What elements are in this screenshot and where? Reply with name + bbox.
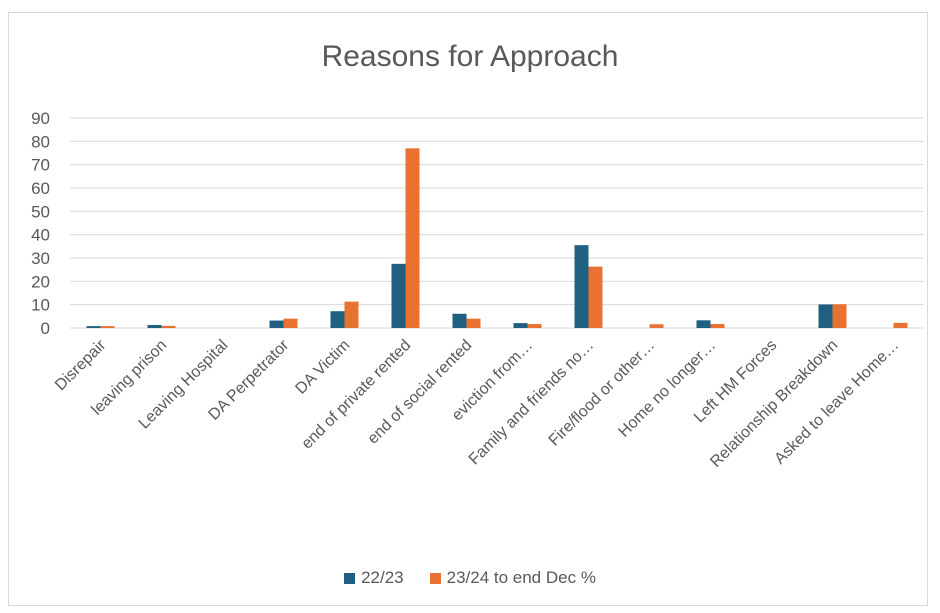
bar-series-2 [893, 322, 908, 328]
x-tick-label: Family and friends no… [466, 337, 597, 468]
bar-series-2 [283, 318, 298, 328]
bar-series-2 [466, 318, 481, 328]
x-tick-label: Disrepair [52, 336, 110, 394]
y-tick-label: 80 [31, 132, 50, 151]
x-tick-label: Asked to leave Home… [771, 337, 902, 468]
x-tick-label: DA Victim [292, 337, 353, 398]
legend-label-series-1: 22/23 [361, 568, 404, 587]
y-tick-label: 70 [31, 156, 50, 175]
chart-title: Reasons for Approach [321, 40, 619, 73]
y-tick-label: 20 [31, 272, 50, 291]
bar-series-2 [100, 326, 115, 328]
bar-series-1 [513, 323, 528, 328]
x-tick-label: end of private rented [299, 337, 415, 453]
bar-series-1 [269, 320, 284, 328]
bar-series-2 [832, 304, 847, 328]
bar-series-2 [405, 148, 420, 328]
bar-series-1 [147, 324, 162, 328]
bar-series-1 [818, 304, 833, 328]
y-tick-label: 10 [31, 296, 50, 315]
bar-series-2 [649, 324, 664, 328]
bar-series-2 [344, 301, 359, 328]
y-tick-label: 0 [41, 319, 50, 338]
bar-series-2 [527, 324, 542, 328]
bar-series-1 [452, 313, 467, 328]
bar-series-2 [588, 266, 603, 328]
x-tick-label: end of social rented [365, 337, 476, 448]
bar-series-1 [330, 311, 345, 328]
legend-swatch-series-2 [429, 572, 441, 584]
y-tick-label: 50 [31, 202, 50, 221]
bar-series-1 [696, 320, 711, 328]
bar-series-1 [391, 263, 406, 328]
y-tick-label: 90 [31, 109, 50, 128]
bar-series-1 [86, 326, 101, 328]
legend-item-series-1: 22/23 [344, 568, 404, 588]
legend-item-series-2: 23/24 to end Dec % [429, 568, 596, 588]
x-tick-label: Relationship Breakdown [707, 337, 841, 471]
y-tick-label: 40 [31, 226, 50, 245]
legend-swatch-series-1 [344, 572, 356, 584]
bar-series-2 [161, 325, 176, 328]
x-tick-label: Fire/flood or other… [546, 337, 659, 450]
y-tick-label: 60 [31, 179, 50, 198]
y-tick-label: 30 [31, 249, 50, 268]
bar-series-2 [710, 324, 725, 328]
legend-label-series-2: 23/24 to end Dec % [446, 568, 596, 587]
legend: 22/23 23/24 to end Dec % [0, 568, 940, 588]
chart-area [8, 12, 928, 606]
bar-series-1 [574, 245, 589, 328]
